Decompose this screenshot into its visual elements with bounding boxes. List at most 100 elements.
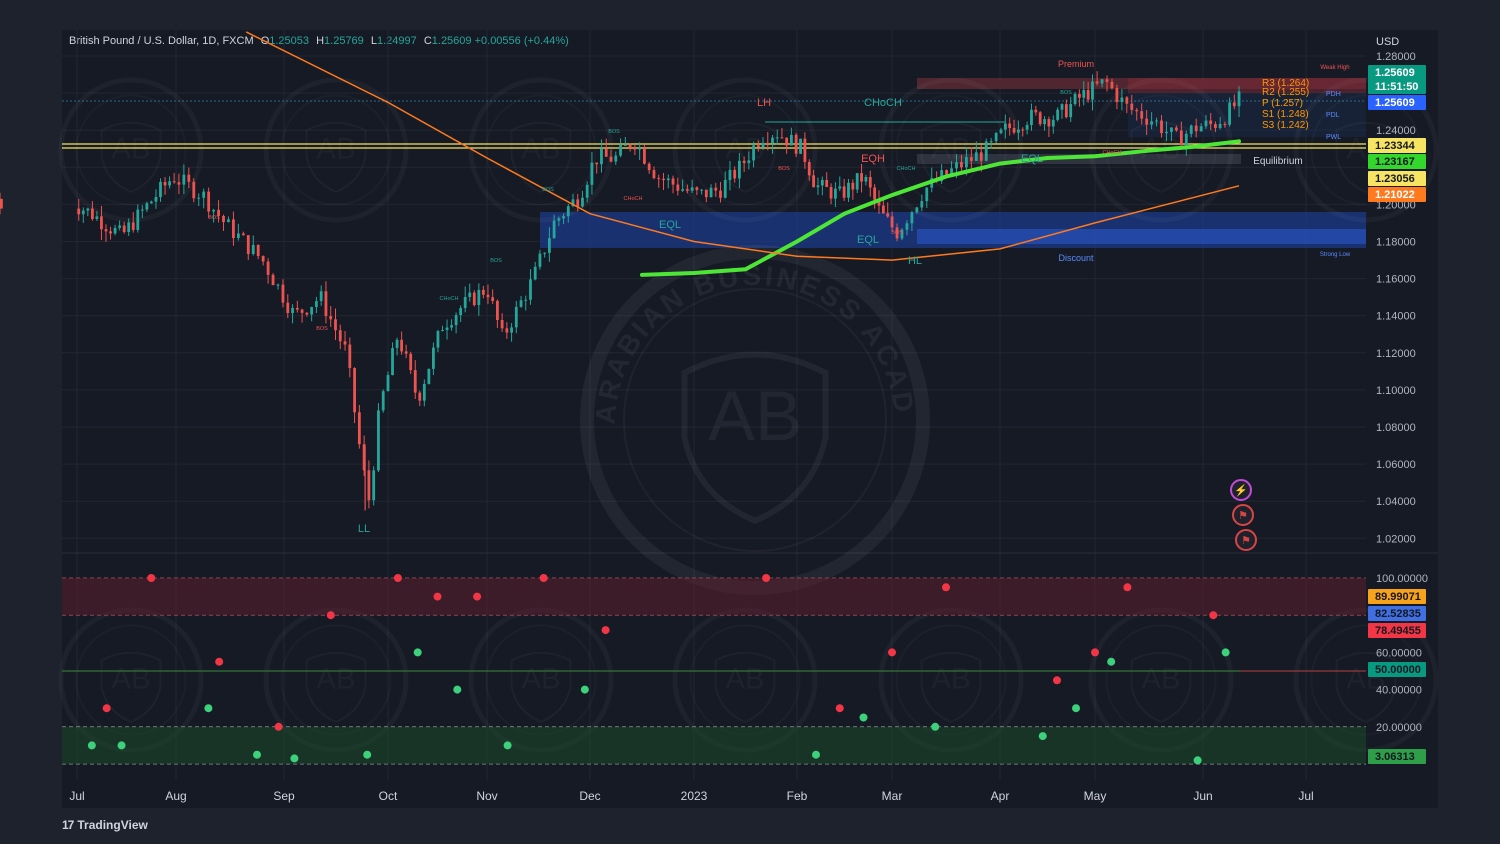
candle-body [604,148,608,157]
candle-body [177,182,181,185]
candle-body [246,235,250,254]
candle-body [422,383,426,401]
candle-body [1135,109,1139,112]
candle-body [395,339,399,349]
candle-body [820,179,824,186]
watermark-logo-text: AB [521,662,560,695]
candle-body [761,142,765,148]
overbought-band [62,578,1366,616]
candle-body [1043,119,1046,125]
y-tick-label: 1.06000 [1376,459,1416,471]
candle-body [851,182,855,190]
x-tick-label: Aug [165,789,186,803]
annotation-choch: CHoCH [897,166,916,172]
candle-body [1078,93,1081,98]
stoch-cross-down-dot [888,648,896,657]
pivot-label: P (1.257) [1262,98,1303,109]
candle-body [860,173,863,182]
candle-body [261,256,265,262]
candle-body [676,184,680,191]
candle-body [131,222,135,230]
annotation-bos: BOS [778,166,790,172]
candle-body [212,209,216,212]
candle-body [445,327,449,331]
candle-body [950,168,953,175]
candle-body [1204,120,1208,127]
candle-body [468,292,472,298]
candle-body [386,375,390,392]
candle-body [671,178,675,185]
annotation-hl: HL [908,255,922,267]
candle-body [1105,79,1109,82]
candle-body [1008,123,1012,129]
y-tick-label: 1.08000 [1376,422,1416,434]
candle-body [319,291,323,302]
candle-body [873,187,877,200]
tradingview-brand[interactable]: 17 TradingView [62,818,148,832]
y-tick-label: 1.18000 [1376,237,1416,249]
candle-body [168,181,171,186]
candle-body [172,181,176,183]
uk-flag-icon [1232,504,1254,526]
candle-body [633,147,637,150]
stoch-cross-up-dot [117,741,126,750]
candle-body [1237,91,1241,107]
y-tick-label: 1.14000 [1376,311,1416,323]
stoch-cross-up-dot [812,750,820,759]
candle-body [459,308,463,316]
candle-body [969,157,973,161]
y-tick-label: 1.16000 [1376,274,1416,286]
candle-body [113,227,117,234]
candle-body [295,307,299,310]
candle-body [118,225,122,228]
candle-body [381,391,385,411]
pivot-label: R2 (1.255) [1262,87,1309,98]
stoch-cross-down-dot [539,574,548,582]
candle-body [838,186,842,189]
candle-body [0,198,3,202]
candle-body [1082,90,1086,98]
candle-body [825,179,829,187]
candle-body [1091,81,1094,100]
watermark-logo-text: AB [111,132,150,165]
candle-body [486,294,490,298]
stoch-cross-down-dot [835,704,844,713]
candle-body [95,216,99,219]
currency-label: USD [1376,36,1399,48]
candle-body [723,179,727,198]
symbol-title[interactable]: British Pound / U.S. Dollar, 1D, FXCM [69,35,254,47]
stoch-label-box [1368,662,1426,677]
candle-body [1199,126,1203,132]
candle-body [236,233,240,239]
candle-body [1214,124,1217,128]
y-tick-label: 1.02000 [1376,533,1416,545]
candle-body [557,218,561,221]
candle-body [472,292,476,306]
candle-body [413,370,417,393]
candle-body [628,144,632,148]
candle-body [647,163,651,171]
candle-body [794,134,798,154]
candle-body [463,297,467,309]
watermark-logo-text: AB [931,132,970,165]
x-tick-label: Nov [476,789,497,803]
candle-body [305,312,309,315]
annotation-equilibrium: Equilibrium [1253,156,1302,167]
equilibrium-zone [917,154,1241,164]
price-label: 1.25609 [1375,67,1415,79]
candle-body [940,170,944,182]
candle-body [915,207,919,213]
stoch-cross-up-dot [290,754,299,763]
moving-averages [246,32,1241,277]
candle-body [454,315,458,326]
stoch-cross-down-dot [102,704,111,713]
candle-body [436,331,440,348]
candle-body [266,261,270,275]
candle-body [1209,120,1213,125]
candle-body [1218,124,1222,128]
stoch-cross-up-dot [503,741,512,750]
stoch-cross-up-dot [931,722,940,731]
stoch-cross-down-dot [433,592,442,601]
watermark-logo-text: AB [708,376,802,455]
